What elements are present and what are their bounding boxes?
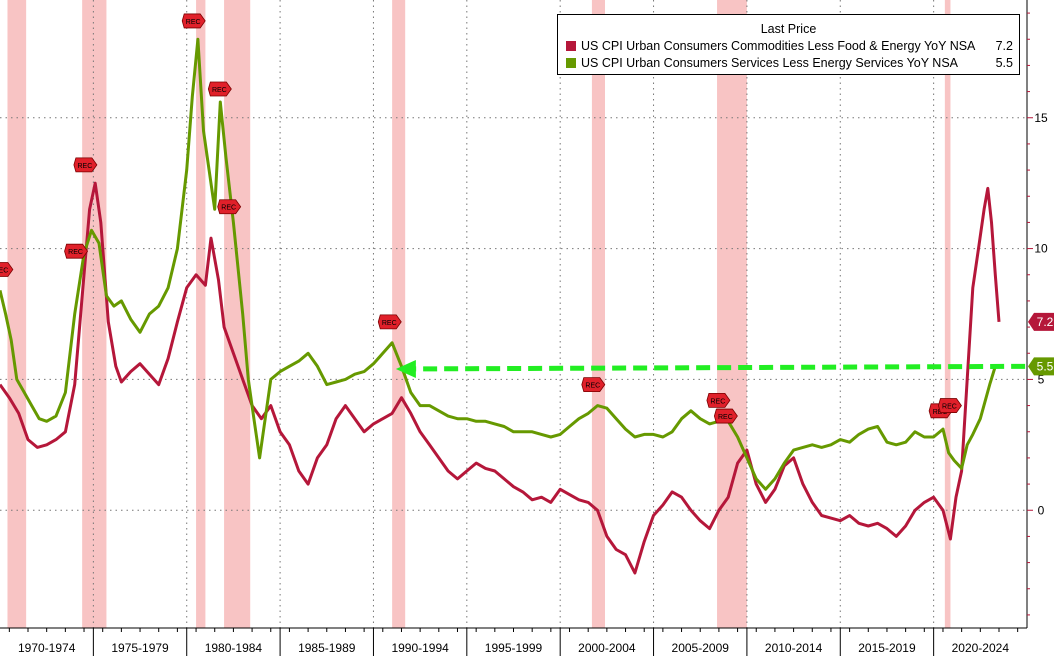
series-lines [0,37,1001,575]
rec-marker: REC [64,243,89,259]
rec-marker: REC [181,13,206,29]
last-value-tag-0: 7.2 [1028,312,1054,331]
recession-band [591,0,605,628]
rec-marker-shape [581,377,606,393]
rec-marker-shape [706,392,731,408]
x-tick-label: 2005-2009 [672,641,730,655]
rec-marker: REC [73,157,98,173]
legend: Last Price US CPI Urban Consumers Commod… [557,14,1020,75]
rec-marker-shape [0,262,14,277]
recession-band [717,0,747,628]
rec-marker-shape [181,13,206,29]
rec-marker: REC [938,398,962,413]
x-tick-label: 1975-1979 [111,641,169,655]
x-tick-label: 2020-2024 [952,641,1010,655]
legend-swatch-services [566,58,576,68]
x-tick-label: 1985-1989 [298,641,356,655]
recession-band [7,0,27,628]
legend-title: Last Price [760,22,817,36]
legend-label-core-goods: US CPI Urban Consumers Commodities Less … [581,39,976,53]
y-tick-label: 15 [1034,111,1048,125]
recession-band [82,0,107,628]
rec-marker-label: REC [0,268,8,275]
rec-marker: REC [713,408,738,424]
y-tick-label: 0 [1038,503,1045,517]
rec-marker-label: REC [186,19,201,26]
legend-swatch-core-goods [566,41,576,51]
recession-bands [7,0,951,628]
rec-marker-label: REC [78,163,93,170]
rec-marker-label: REC [711,398,726,405]
legend-entry-core-goods: US CPI Urban Consumers Commodities Less … [566,38,1013,54]
y-tick-label: 5 [1038,372,1045,386]
last-value-tag-shape [1028,357,1054,376]
legend-value-core-goods: 7.2 [995,39,1013,53]
rec-marker: REC [706,392,731,408]
rec-marker-label: REC [212,87,227,94]
rec-marker-shape [377,314,402,330]
rec-marker-shape [713,408,738,424]
x-tick-label: 2000-2004 [578,641,636,655]
x-tick-label: 1990-1994 [391,641,449,655]
rec-marker: REC [581,377,606,393]
last-value-tag-shape [1028,312,1054,331]
legend-value-services: 5.5 [995,56,1013,70]
series-line-1 [0,37,997,491]
legend-entry-services: US CPI Urban Consumers Services Less Ene… [566,55,1013,71]
rec-marker-label: REC [718,414,733,421]
rec-marker-shape [64,243,89,259]
legend-label-services: US CPI Urban Consumers Services Less Ene… [581,56,959,70]
last-value-tag-label: 5.5 [1037,359,1054,373]
rec-marker-label: REC [942,404,957,411]
annotation-arrow-head [395,359,416,378]
rec-marker-shape [207,81,232,97]
y-axis: 0 5 10 15 [1026,0,1048,628]
gridlines [0,0,1027,628]
rec-marker-label: REC [585,383,600,390]
dashed-arrow-annotation [395,359,1026,378]
annotation-arrow-shaft [411,363,1026,372]
rec-marker-label: REC [221,205,236,212]
x-tick-label: 1980-1984 [205,641,263,655]
rec-markers: RECRECRECRECRECRECRECRECRECRECRECREC [0,13,962,424]
rec-marker: REC [217,199,242,215]
recession-band [196,0,206,628]
last-value-labels: 7.2 5.5 [1028,312,1054,376]
x-tick-label: 1970-1974 [18,641,76,655]
last-value-tag-label: 7.2 [1037,315,1054,329]
x-tick-label: 2010-2014 [765,641,823,655]
recession-band [224,0,251,628]
x-tick-label: 1995-1999 [485,641,543,655]
rec-marker: REC [377,314,402,330]
rec-marker-shape [938,398,962,413]
rec-marker-shape [217,199,242,215]
y-tick-label: 10 [1034,242,1048,256]
recession-band [392,0,406,628]
rec-marker-label: REC [68,249,83,256]
rec-marker-shape [73,157,98,173]
x-tick-label: 2015-2019 [858,641,916,655]
rec-marker: REC [207,81,232,97]
x-axis: 1970-1974 1975-1979 1980-1984 1985-1989 1990… [0,627,1027,656]
last-value-tag-1: 5.5 [1028,357,1054,376]
series-line-0 [0,181,1001,575]
rec-marker: REC [0,262,14,277]
recession-band [944,0,951,628]
rec-marker-label: REC [382,320,397,327]
